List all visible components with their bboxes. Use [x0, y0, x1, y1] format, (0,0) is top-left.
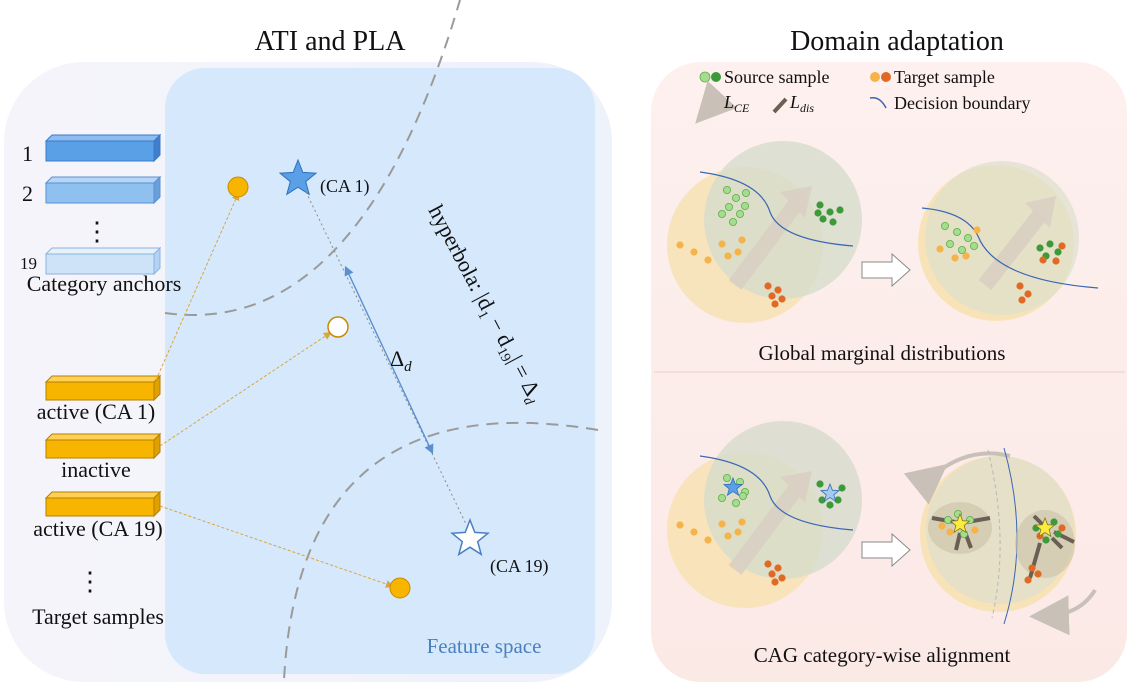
- ca19-label: (CA 19): [490, 556, 549, 577]
- legend-target-dark-dot: [881, 72, 891, 82]
- legend-source-label: Source sample: [724, 67, 829, 87]
- sample-label-active-ca19: active (CA 19): [33, 516, 163, 541]
- global-before: [667, 141, 862, 323]
- source-points-light-cag: [718, 473, 750, 507]
- caption-cag: CAG category-wise alignment: [754, 643, 1011, 667]
- target-points-light-cag: [676, 518, 746, 544]
- legend-boundary-line-icon: [869, 96, 887, 109]
- legend-boundary-label: Decision boundary: [894, 93, 1030, 113]
- mixed-points-right: [1016, 240, 1066, 304]
- hyperbola-arc-upper: [164, 0, 461, 316]
- anchors-ellipsis: ⋮: [84, 217, 110, 246]
- right-panel-title: Domain adaptation: [790, 26, 1004, 57]
- anchor-box-1: [44, 133, 162, 163]
- anchor-box-2: [44, 175, 162, 205]
- mapping-line-active-ca19: [159, 505, 394, 588]
- samples-caption: Target samples: [32, 604, 164, 629]
- star-source-light-icon: [722, 476, 744, 497]
- feature-point-inactive: [327, 316, 349, 338]
- mixed-points-left: [936, 221, 981, 262]
- legend-target-light-dot: [870, 72, 880, 82]
- ce-arrow-head-after-icon: [1025, 196, 1056, 228]
- feature-space-label: Feature space: [427, 634, 542, 658]
- cluster-right-points: [1024, 518, 1066, 584]
- mapping-line-inactive: [159, 331, 332, 447]
- anchor-label-2: 2: [22, 181, 33, 206]
- anchor-label-19: 19: [20, 254, 37, 273]
- decision-boundary-cag: [699, 455, 854, 531]
- legend-source-dark-dot: [711, 72, 721, 82]
- sample-label-inactive: inactive: [61, 457, 131, 482]
- cag-after: [903, 447, 1097, 636]
- ca1-label: (CA 1): [320, 176, 370, 197]
- mapping-line-active-ca1: [155, 192, 240, 381]
- ce-arrow-head-cag-icon: [780, 471, 812, 503]
- star-source-dark-icon: [819, 482, 841, 503]
- legend-dis-label: Ldis: [789, 92, 814, 115]
- sample-label-active-ca1: active (CA 1): [37, 399, 156, 424]
- right-panel: Domain adaptation Source sample Target s…: [651, 26, 1127, 682]
- delta-arrow-back: [344, 265, 433, 453]
- feature-space-region: [165, 68, 595, 674]
- decision-boundary-cag-after-a: [987, 449, 1001, 619]
- transition-arrow-icon: [861, 252, 911, 288]
- sample-box-active-ca1: [44, 374, 162, 402]
- decision-boundary-after: [921, 207, 1099, 289]
- target-points-dark-cag: [764, 560, 786, 586]
- caption-global: Global marginal distributions: [759, 341, 1006, 365]
- star-cluster-left-icon: [949, 512, 971, 534]
- ce-arrow-cag-icon: [728, 485, 802, 575]
- rotation-arrow-upper-icon: [903, 451, 1011, 505]
- legend-ce-arrow-icon: [695, 80, 737, 124]
- anchor-link-dotted: [305, 191, 467, 525]
- source-distribution-blob-after: [925, 161, 1079, 315]
- ce-arrow-icon: [728, 200, 802, 290]
- ce-arrow-head-icon: [780, 186, 812, 218]
- target-points-light: [676, 236, 746, 264]
- sample-box-inactive: [44, 432, 162, 460]
- rotation-arrow-lower-icon: [1029, 588, 1097, 636]
- source-points-light: [718, 185, 751, 226]
- decision-boundary-before: [699, 171, 854, 247]
- legend-target-label: Target sample: [894, 67, 995, 87]
- left-panel-title: ATI and PLA: [255, 26, 407, 57]
- transition-arrow-cag-icon: [861, 532, 911, 568]
- cluster-left-points: [938, 509, 979, 539]
- samples-ellipsis: ⋮: [77, 567, 103, 596]
- ce-arrow-after-icon: [978, 210, 1047, 290]
- left-panel: ATI and PLA 1 2 ⋮ 19 Category anchors: [4, 0, 612, 682]
- feature-point-active-ca1: [227, 176, 249, 198]
- delta-label: Δd: [390, 346, 412, 375]
- global-after: [918, 161, 1099, 321]
- target-points-dark: [764, 282, 786, 308]
- anchors-caption: Category anchors: [27, 271, 182, 296]
- cag-before: [667, 421, 862, 608]
- anchor-label-1: 1: [22, 141, 33, 166]
- source-points-dark: [814, 201, 844, 226]
- sample-box-active-ca19: [44, 490, 162, 518]
- legend-ce-label: LCE: [723, 92, 750, 115]
- legend: Source sample Target sample LCE Ldis Dec…: [695, 67, 1030, 124]
- star-ca1-icon: [278, 158, 318, 196]
- source-points-dark-cag: [816, 480, 846, 509]
- star-cluster-right-icon: [1034, 516, 1056, 538]
- star-ca19-icon: [450, 517, 490, 557]
- legend-dis-arrow-icon: [772, 97, 788, 114]
- legend-source-light-dot: [699, 71, 711, 83]
- anchor-box-19: [44, 246, 162, 276]
- feature-point-active-ca19: [389, 577, 411, 599]
